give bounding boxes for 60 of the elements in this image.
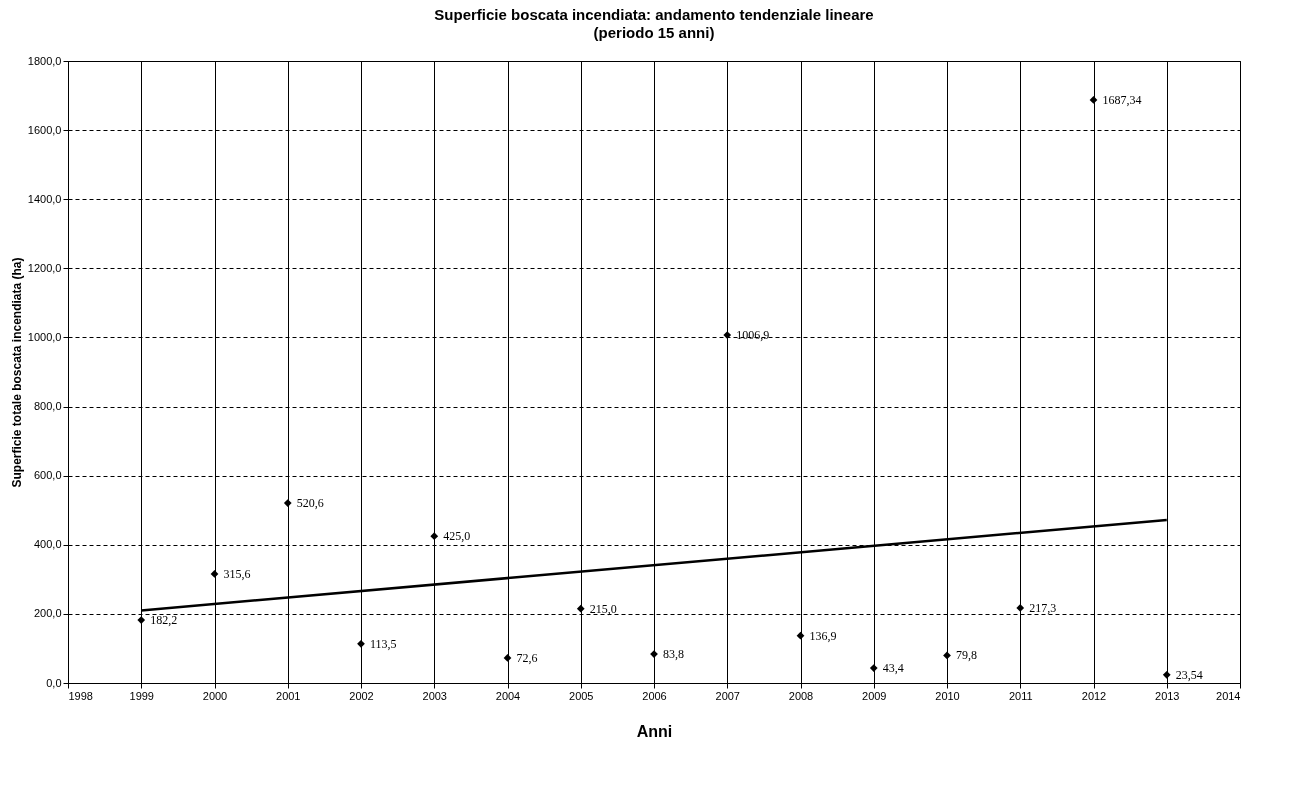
x-tick-label: 2011 — [1008, 689, 1033, 702]
point — [137, 616, 146, 624]
x-tick-label: 2000 — [202, 689, 228, 702]
point — [1016, 604, 1025, 612]
y-tick-label: 600,0 — [33, 469, 62, 482]
point — [430, 532, 439, 541]
point — [576, 604, 585, 613]
data-label: 23,54 — [1175, 667, 1203, 682]
x-tick-label: 2003 — [422, 689, 447, 702]
point — [283, 499, 292, 507]
data-label: 520,6 — [296, 496, 324, 511]
data-label: 83,8 — [663, 647, 684, 662]
y-tick-label: 1400,0 — [27, 192, 62, 205]
x-tick-label: 2010 — [935, 689, 960, 702]
x-tick-label: 2006 — [642, 689, 667, 702]
data-label: 79,8 — [956, 648, 977, 663]
y-tick-label: 1000,0 — [27, 330, 62, 343]
y-tick-label: 200,0 — [33, 607, 62, 620]
x-tick-label: 2004 — [495, 689, 521, 702]
y-axis-title: Superficie totale boscata incendiata (ha) — [9, 257, 24, 488]
x-tick-label: 1999 — [129, 689, 154, 702]
point — [869, 664, 878, 672]
data-label: 182,2 — [150, 613, 178, 628]
point — [1089, 96, 1098, 104]
point — [1162, 670, 1171, 679]
point — [503, 654, 512, 662]
data-label: 113,5 — [370, 636, 397, 651]
data-label: 72,6 — [516, 650, 538, 665]
y-tick-label: 0,0 — [46, 676, 62, 689]
data-label: 425,0 — [443, 529, 471, 544]
x-tick-label: 2013 — [1155, 689, 1180, 702]
x-tick-label: 2008 — [788, 689, 814, 702]
point — [943, 651, 951, 660]
data-label: 1687,34 — [1102, 92, 1142, 107]
data-label: 1006,9 — [736, 328, 770, 343]
x-tick-label: 2012 — [1081, 689, 1107, 702]
point — [796, 631, 805, 640]
chart-subtitle: (periodo 15 anni) — [593, 24, 715, 41]
point — [357, 639, 365, 648]
data-label: 217,3 — [1029, 600, 1057, 615]
x-tick-label: 2014 — [1216, 689, 1241, 702]
chart-title: Superficie boscata incendiata: andamento tendenziale lineare — [434, 6, 874, 23]
y-tick-label: 400,0 — [33, 538, 62, 551]
x-tick-label: 2007 — [715, 689, 740, 702]
point — [723, 331, 732, 339]
x-tick-label: 2002 — [349, 689, 374, 702]
data-label: 215,0 — [589, 601, 617, 616]
x-tick-label: 1998 — [68, 689, 93, 702]
data-label: 43,4 — [882, 661, 904, 675]
x-tick-label: 2005 — [569, 689, 594, 702]
x-tick-label: 2001 — [276, 689, 301, 702]
point — [210, 570, 219, 578]
y-tick-label: 1200,0 — [27, 261, 62, 274]
y-tick-label: 800,0 — [33, 400, 62, 413]
data-label: 136,9 — [809, 628, 837, 643]
y-tick-label: 1800,0 — [27, 54, 62, 67]
data-label: 315,6 — [223, 566, 251, 581]
x-axis-title: Anni — [636, 722, 673, 740]
x-tick-label: 2009 — [862, 689, 887, 702]
y-tick-label: 1600,0 — [27, 123, 62, 136]
